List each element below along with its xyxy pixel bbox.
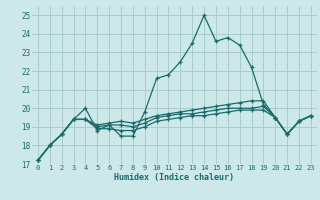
X-axis label: Humidex (Indice chaleur): Humidex (Indice chaleur) xyxy=(115,173,234,182)
